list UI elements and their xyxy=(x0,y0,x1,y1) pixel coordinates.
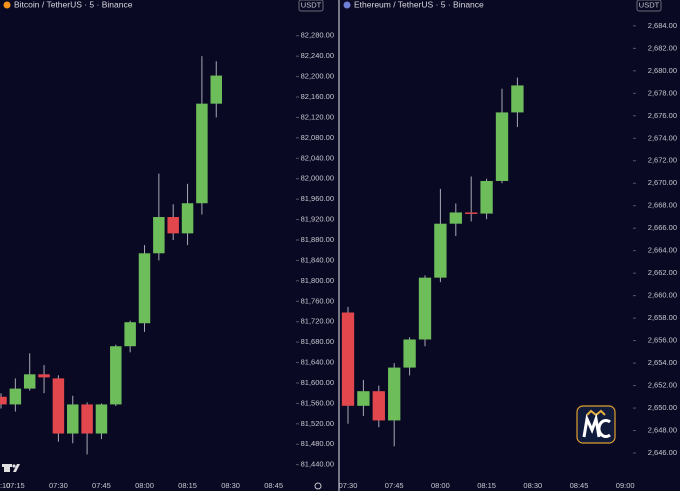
y-tick-label: 2,654.00 xyxy=(648,358,677,367)
y-tick-label: 2,660.00 xyxy=(648,291,677,300)
x-tick-label: 07:10 xyxy=(0,481,10,490)
candle-body xyxy=(465,212,478,214)
x-tick-label: 07:30 xyxy=(339,481,358,490)
y-tick-label: 2,650.00 xyxy=(648,403,677,412)
candle-body xyxy=(357,391,370,406)
x-tick-label: 08:30 xyxy=(221,481,240,490)
y-tick-label: 2,666.00 xyxy=(648,223,677,232)
candle-body xyxy=(181,203,194,234)
candle-body xyxy=(124,322,136,347)
y-tick-label: 82,120.00 xyxy=(301,112,334,121)
candle-body xyxy=(95,404,108,434)
y-tick-label: 2,648.00 xyxy=(648,426,677,435)
y-tick-label: 2,646.00 xyxy=(648,448,677,457)
currency-label: USDT xyxy=(301,0,322,9)
candle-body xyxy=(153,217,165,254)
x-tick-label: 08:00 xyxy=(431,481,450,490)
candle-body xyxy=(341,312,355,406)
y-tick-label: 81,800.00 xyxy=(301,276,334,285)
x-tick-label: 08:45 xyxy=(264,481,283,490)
candle-body xyxy=(210,75,222,104)
x-tick-label: 08:15 xyxy=(477,481,496,490)
tv-logo xyxy=(2,464,20,472)
y-tick-label: 2,664.00 xyxy=(648,246,677,255)
candle-body xyxy=(138,253,151,324)
candle-body xyxy=(9,388,22,405)
x-tick-label: 07:15 xyxy=(6,481,25,490)
y-tick-label: 2,672.00 xyxy=(648,156,677,165)
y-tick-label: 81,520.00 xyxy=(301,419,334,428)
y-tick-label: 82,080.00 xyxy=(301,133,334,142)
candle-body xyxy=(167,217,179,234)
candle-body xyxy=(372,391,385,421)
candle-body xyxy=(81,404,93,434)
y-tick-label: 2,680.00 xyxy=(648,66,677,75)
chart-title: Bitcoin / TetherUS · 5 · Binance xyxy=(14,0,133,9)
y-tick-label: 82,040.00 xyxy=(301,153,334,162)
candle-body xyxy=(110,346,122,405)
y-tick-label: 82,240.00 xyxy=(301,51,334,60)
y-tick-label: 2,662.00 xyxy=(648,268,677,277)
y-tick-label: 2,674.00 xyxy=(648,133,677,142)
candle-body xyxy=(511,85,524,113)
y-tick-label: 82,200.00 xyxy=(301,72,334,81)
x-tick-label: 07:30 xyxy=(49,481,68,490)
x-tick-label: 09:00 xyxy=(616,481,635,490)
y-tick-label: 2,668.00 xyxy=(648,201,677,210)
y-tick-label: 2,684.00 xyxy=(648,21,677,30)
candle-body xyxy=(196,103,208,204)
candle-body xyxy=(434,223,447,278)
symbol-icon xyxy=(343,1,351,9)
candle-body xyxy=(52,378,65,434)
y-tick-label: 82,160.00 xyxy=(301,92,334,101)
y-tick-label: 81,720.00 xyxy=(301,317,334,326)
y-tick-label: 81,480.00 xyxy=(301,439,334,448)
y-tick-label: 2,670.00 xyxy=(648,178,677,187)
candle-body xyxy=(418,277,432,340)
y-tick-label: 81,960.00 xyxy=(301,194,334,203)
y-tick-label: 81,920.00 xyxy=(301,215,334,224)
x-tick-label: 08:45 xyxy=(570,481,589,490)
y-tick-label: 2,658.00 xyxy=(648,313,677,322)
currency-box xyxy=(636,0,662,12)
candle-body xyxy=(23,374,36,389)
y-tick-label: 81,560.00 xyxy=(301,398,334,407)
mc-logo xyxy=(576,405,616,444)
candle-body xyxy=(480,180,493,214)
candle-body xyxy=(0,396,7,405)
currency-box xyxy=(298,0,324,12)
y-tick-label: 2,678.00 xyxy=(648,88,677,97)
x-tick-label: 08:15 xyxy=(178,481,197,490)
x-tick-label: 08:00 xyxy=(135,481,154,490)
y-tick-label: 81,440.00 xyxy=(301,460,334,469)
y-tick-label: 2,652.00 xyxy=(648,381,677,390)
currency-label: USDT xyxy=(639,0,660,9)
candle-body xyxy=(67,404,79,434)
candle-body xyxy=(403,339,416,368)
settings-icon[interactable] xyxy=(314,482,322,490)
y-tick-label: 82,280.00 xyxy=(301,31,334,40)
x-tick-label: 07:45 xyxy=(385,481,404,490)
y-tick-label: 2,676.00 xyxy=(648,111,677,120)
x-tick-label: 08:30 xyxy=(523,481,542,490)
y-tick-label: 81,640.00 xyxy=(301,358,334,367)
candle-body xyxy=(388,367,401,421)
chart-title: Ethereum / TetherUS · 5 · Binance xyxy=(354,0,484,9)
y-tick-label: 81,600.00 xyxy=(301,378,334,387)
y-tick-label: 82,000.00 xyxy=(301,174,334,183)
y-tick-label: 2,656.00 xyxy=(648,336,677,345)
y-tick-label: 81,760.00 xyxy=(301,296,334,305)
x-tick-label: 07:45 xyxy=(92,481,111,490)
symbol-icon xyxy=(3,1,11,9)
y-tick-label: 81,880.00 xyxy=(301,235,334,244)
candle-body xyxy=(449,212,462,224)
y-tick-label: 81,840.00 xyxy=(301,255,334,264)
y-tick-label: 2,682.00 xyxy=(648,43,677,52)
candle-body xyxy=(38,374,50,378)
candle-body xyxy=(495,112,509,181)
y-tick-label: 81,680.00 xyxy=(301,337,334,346)
